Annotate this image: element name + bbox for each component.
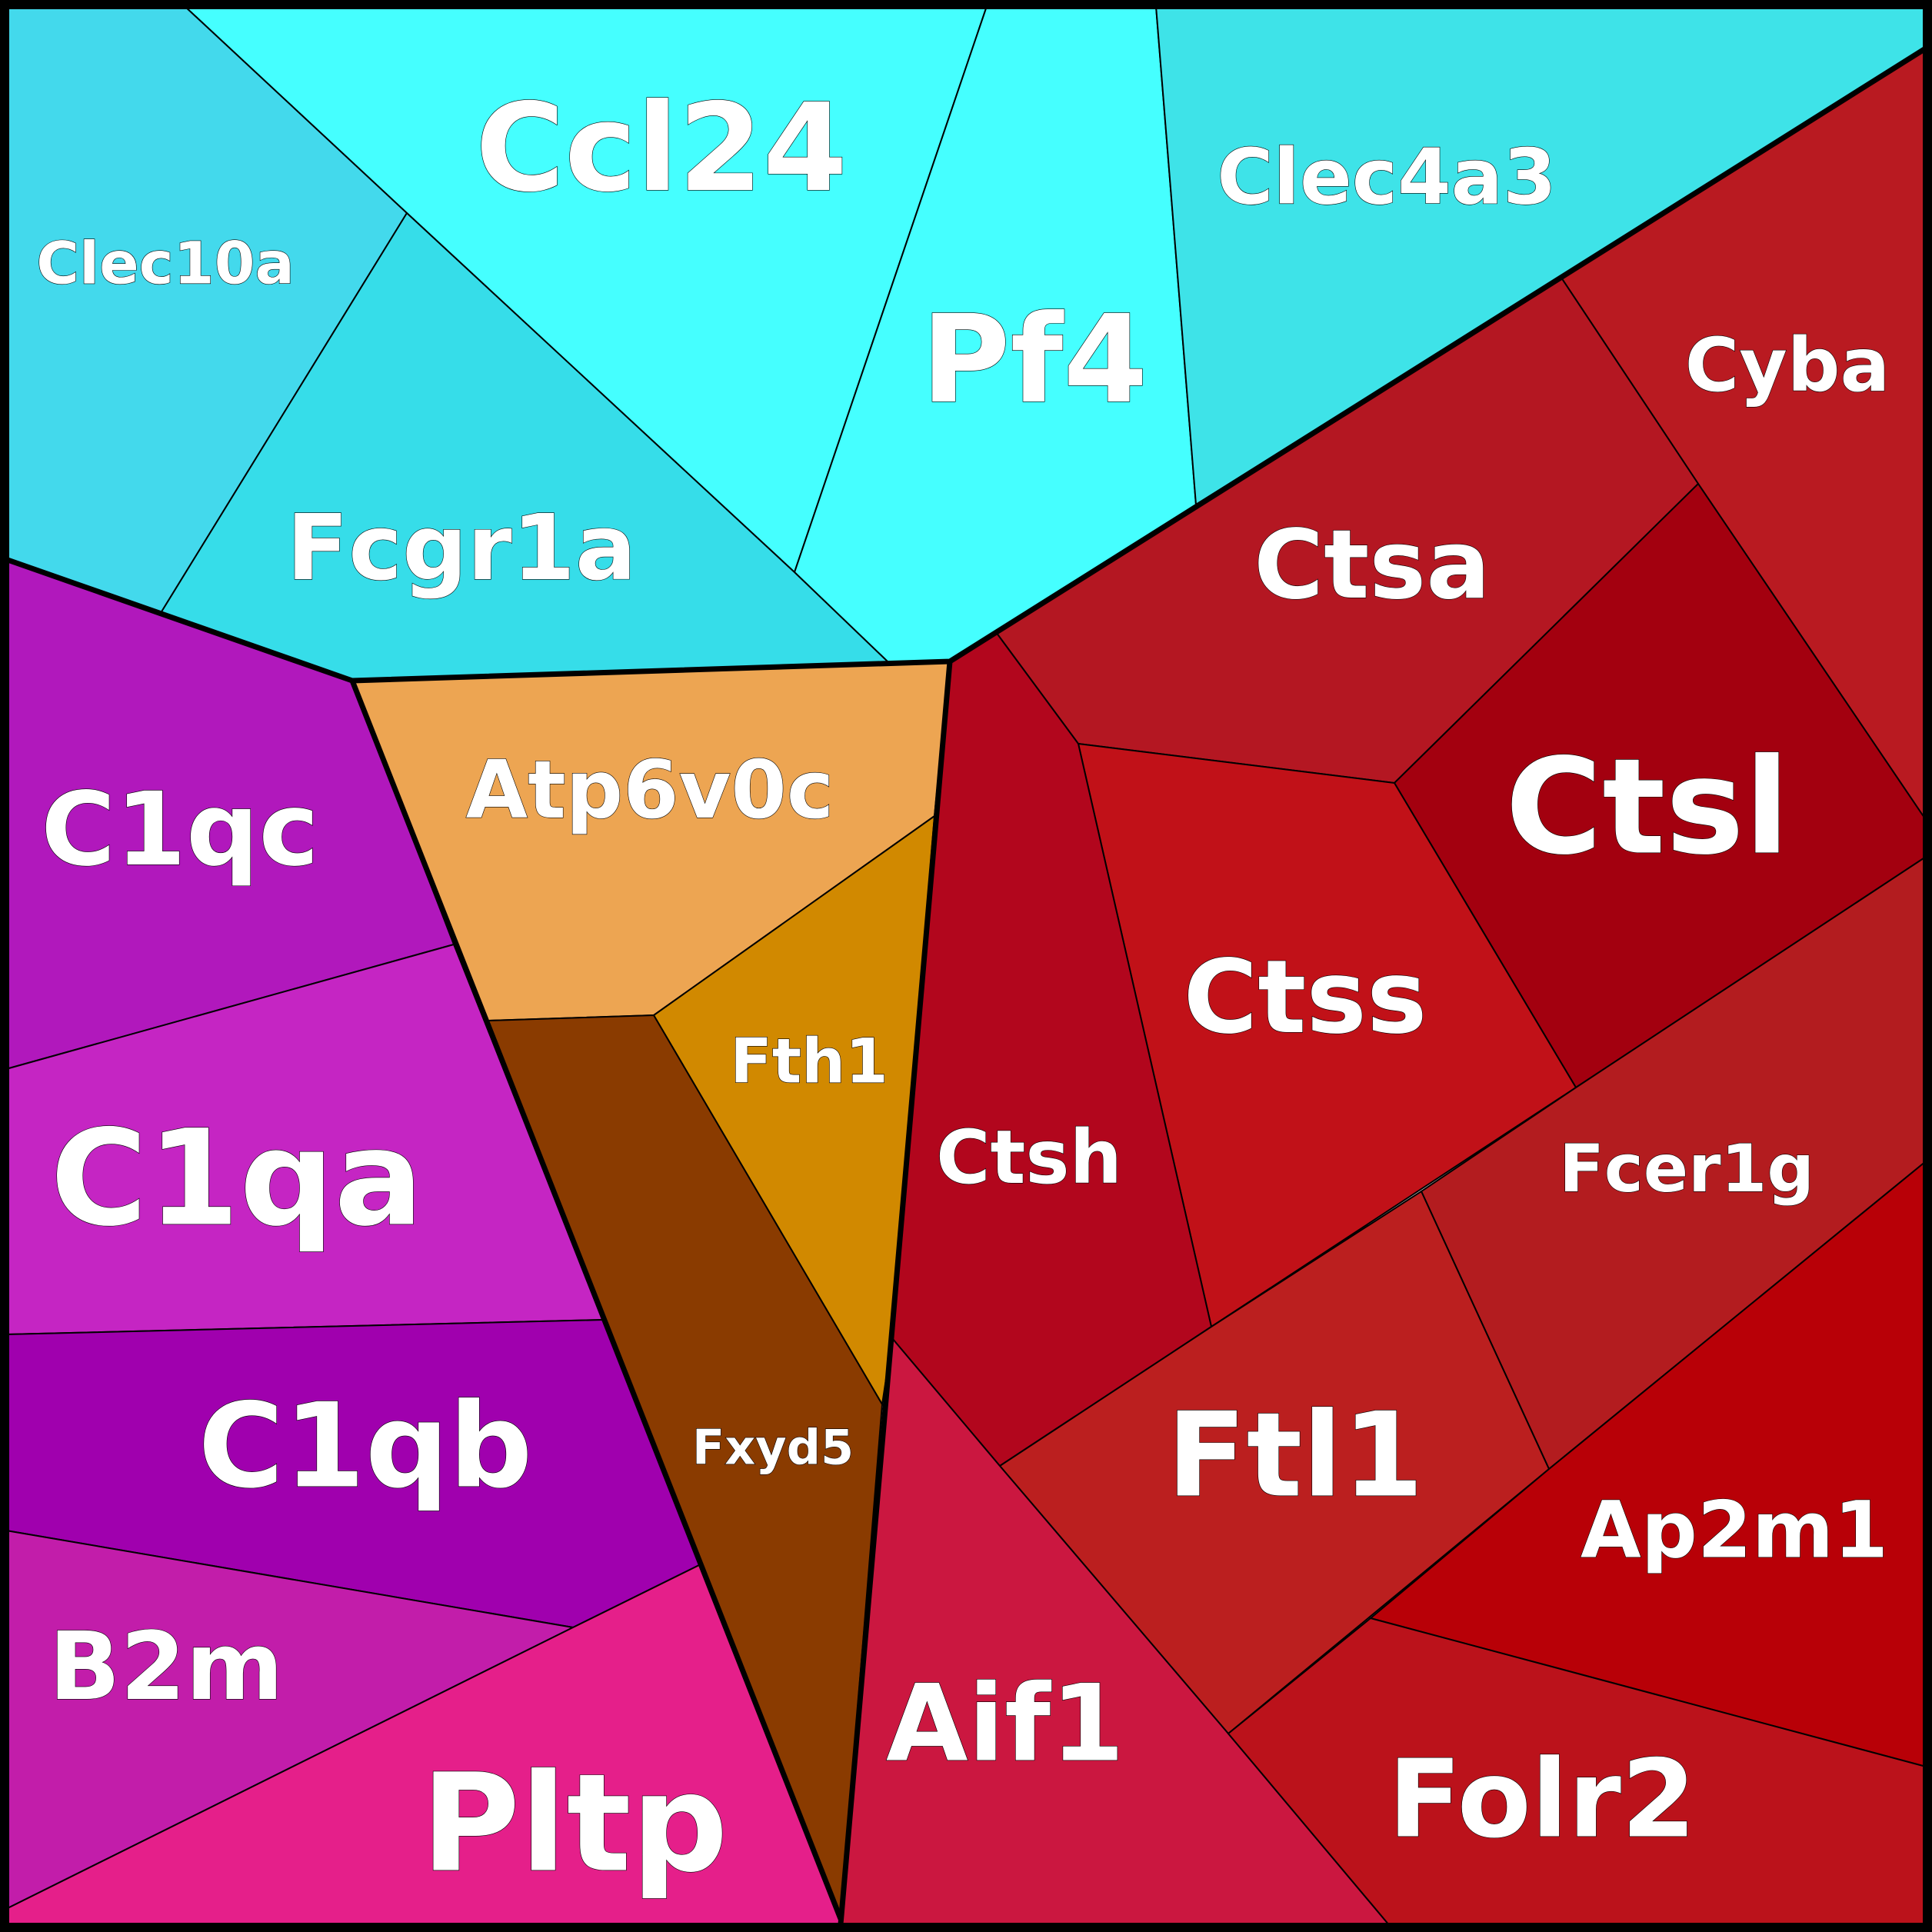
cell-label-cyba: Cyba [1685, 322, 1890, 408]
cell-label-ftl1: Ftl1 [1167, 1387, 1424, 1524]
cell-label-c1qc: C1qc [41, 771, 318, 889]
cell-label-clec4a3: Clec4a3 [1217, 132, 1556, 222]
cell-label-pltp: Pltp [421, 1745, 728, 1903]
cell-label-aif1: Aif1 [886, 1662, 1124, 1786]
cell-label-clec10a: Clec10a [36, 229, 294, 298]
cell-label-ccl24: Ccl24 [475, 78, 848, 219]
cell-label-b2m: B2m [49, 1612, 284, 1721]
cell-label-fth1: Fth1 [730, 1026, 888, 1098]
cell-label-atp6v0c: Atp6v0c [466, 743, 834, 837]
cells-layer [5, 5, 1927, 1927]
cell-label-ap2m1: Ap2m1 [1581, 1485, 1888, 1577]
cell-label-c1qa: C1qa [50, 1101, 423, 1256]
cell-label-ctsl: Ctsl [1505, 730, 1790, 884]
cell-label-fxyd5: Fxyd5 [692, 1420, 854, 1476]
cell-label-pf4: Pf4 [921, 289, 1148, 431]
group-borders [6, 47, 1926, 1925]
cell-label-c1qb: C1qb [198, 1378, 533, 1514]
cell-label-fcgr1a: Fcgr1a [287, 495, 637, 601]
cell-label-ctsh: Ctsh [936, 1114, 1122, 1201]
cell-label-fcer1g: Fcer1g [1559, 1131, 1814, 1208]
cell-label-folr2: Folr2 [1388, 1737, 1697, 1863]
cell-label-ctss: Ctss [1183, 938, 1427, 1057]
labels-layer: Ccl24 Pf4 Clec4a3 Clec10a Fcgr1a Cyba CtsaCtsl… [36, 77, 1890, 1903]
cell-label-ctsa: Ctsa [1254, 510, 1491, 621]
